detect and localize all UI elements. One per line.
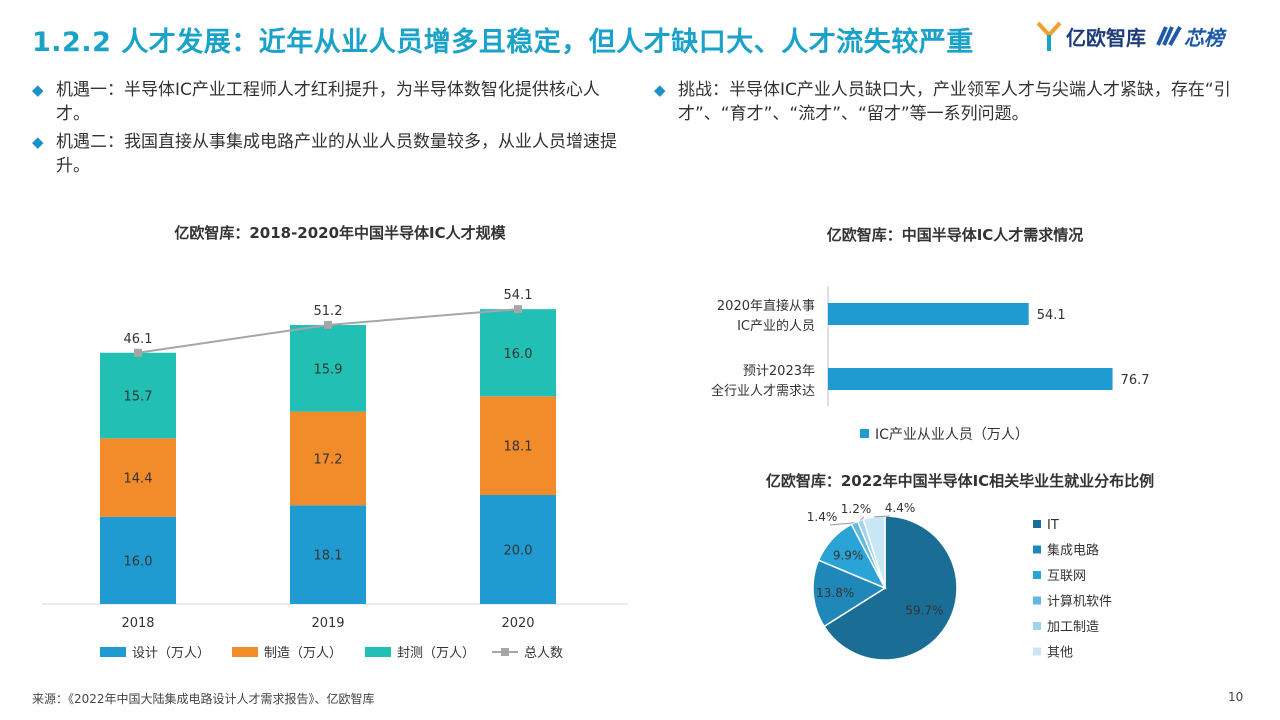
legend-swatch	[860, 429, 869, 438]
xinbang-logo-icon	[1156, 26, 1182, 46]
diamond-bullet-icon: ◆	[32, 81, 44, 99]
graduate-distribution-pie-chart: 59.7% 13.8% 9.9% 1.4%1.2% 4.4% IT 集成电路互联网计算机软件…	[807, 501, 1112, 661]
legend-swatch	[1033, 622, 1041, 630]
bullet-text: 机遇二：我国直接从事集成电路产业的从业人员数量较多，从业人员增速提升。	[56, 132, 617, 176]
talent-demand-chart-title: 亿欧智库：中国半导体IC人才需求情况	[826, 226, 1084, 244]
legend-label: 总人数	[524, 646, 563, 661]
total-marker	[134, 348, 142, 357]
segment-value-label: 18.1	[314, 549, 343, 564]
legend-swatch	[1033, 545, 1041, 554]
bar-segment-2019-0	[290, 505, 366, 604]
legend-label: 集成电路	[1047, 543, 1099, 559]
total-marker	[324, 320, 332, 329]
x-tick-label: 2020	[501, 616, 534, 631]
bar-segment-2020-0	[480, 495, 556, 604]
legend-label: IC产业从业人员（万人）	[875, 427, 1029, 443]
pie-slice-1	[812, 559, 887, 628]
category-label: 预计2023年	[743, 364, 815, 379]
segment-value-label: 15.9	[314, 362, 343, 377]
category-label: IC产业的人员	[737, 318, 815, 334]
bar-segment-2020-2	[480, 309, 556, 397]
opportunity-one-bullet: ◆ 机遇一：半导体IC产业工程师人才红利提升，为半导体数智化提供核心人才。	[32, 78, 617, 126]
bullet-text: 机遇一：半导体IC产业工程师人才红利提升，为半导体数智化提供核心人才。	[56, 80, 600, 124]
challenge-bullet: ◆ 挑战：半导体IC产业人员缺口大，产业领军人才与尖端人才紧缺，存在“引才”、“…	[654, 78, 1254, 126]
bar-segment-2018-2	[100, 352, 176, 439]
bar-value-label: 76.7	[1121, 373, 1150, 388]
bar-segment-2018-0	[100, 516, 176, 604]
diamond-bullet-icon: ◆	[32, 133, 44, 151]
total-marker	[514, 305, 522, 314]
bullet-text: 挑战：半导体IC产业人员缺口大，产业领军人才与尖端人才紧缺，存在“引才”、“育才…	[678, 80, 1231, 124]
page-number: 10	[1228, 690, 1244, 704]
legend-swatch	[100, 647, 126, 657]
legend-swatch	[1033, 596, 1041, 605]
yiou-logo-icon	[1036, 21, 1062, 51]
segment-value-label: 18.1	[504, 440, 533, 455]
leader-line	[829, 522, 855, 526]
logo-text: 亿欧智库	[1066, 25, 1146, 50]
talent-scale-chart-title: 亿欧智库：2018-2020年中国半导体IC人才规模	[174, 224, 506, 242]
slice-value-label: 13.8%	[816, 586, 854, 600]
legend-swatch	[1033, 647, 1041, 656]
category-label: 2020年直接从事	[717, 298, 815, 314]
bar-segment-2019-1	[290, 411, 366, 506]
legend-label: IT	[1047, 518, 1059, 533]
demand-bar-0	[828, 303, 1029, 325]
demand-bar-1	[828, 368, 1113, 390]
pie-slice-0	[823, 515, 958, 661]
segment-value-label: 16.0	[504, 347, 533, 362]
legend-label: 计算机软件	[1047, 595, 1112, 610]
legend-swatch	[1033, 520, 1041, 528]
legend-label: 设计（万人）	[132, 646, 210, 661]
total-value-label: 51.2	[314, 304, 343, 319]
slice-value-label: 59.7%	[905, 604, 943, 618]
segment-value-label: 16.0	[124, 554, 153, 569]
bar-segment-2018-1	[100, 438, 176, 517]
legend-label: 其他	[1047, 646, 1073, 661]
slice-value-label: 9.9%	[833, 548, 864, 562]
bar-segment-2019-2	[290, 324, 366, 412]
graduate-distribution-chart-title: 亿欧智库：2022年中国半导体IC相关毕业生就业分布比例	[765, 472, 1155, 490]
segment-value-label: 15.7	[124, 390, 153, 405]
total-value-label: 54.1	[504, 288, 533, 303]
total-value-label: 46.1	[124, 332, 153, 347]
slice-value-label: 1.4%	[807, 510, 838, 524]
slice-value-label: 1.2%	[841, 502, 872, 516]
legend-swatch	[1033, 571, 1041, 579]
legend-label: 制造（万人）	[264, 646, 342, 661]
bar-segment-2020-1	[480, 396, 556, 495]
legend-label: 互联网	[1047, 569, 1086, 584]
slice-value-label: 4.4%	[885, 501, 916, 515]
brand-logo: 亿欧智库 芯榜	[1036, 18, 1224, 54]
page-title: 1.2.2 人才发展：近年从业人员增多且稳定，但人才缺口大、人才流失较严重	[32, 27, 974, 58]
talent-scale-stacked-bar-chart: 16.0 14.4 15.7 2018 18.1 17.2 15.9 2019 20.0 18.1…	[42, 288, 628, 661]
legend-label: 加工制造	[1047, 620, 1099, 635]
source-note: 来源：《2022年中国大陆集成电路设计人才需求报告》、亿欧智库	[32, 692, 375, 706]
x-tick-label: 2019	[311, 616, 344, 631]
leader-line	[860, 516, 865, 521]
x-tick-label: 2018	[121, 616, 154, 631]
partner-logo-text: 芯榜	[1184, 25, 1224, 50]
leader-line	[874, 515, 891, 518]
category-label: 全行业人才需求达	[711, 383, 815, 399]
segment-value-label: 17.2	[314, 452, 343, 467]
segment-value-label: 20.0	[504, 544, 533, 559]
legend-swatch	[232, 647, 258, 657]
diamond-bullet-icon: ◆	[654, 81, 666, 99]
legend-label: 封测（万人）	[397, 646, 475, 661]
bar-value-label: 54.1	[1037, 308, 1066, 323]
legend-swatch	[365, 647, 391, 657]
legend-marker-swatch	[501, 648, 509, 656]
segment-value-label: 14.4	[124, 472, 153, 487]
opportunity-two-bullet: ◆ 机遇二：我国直接从事集成电路产业的从业人员数量较多，从业人员增速提升。	[32, 130, 617, 178]
